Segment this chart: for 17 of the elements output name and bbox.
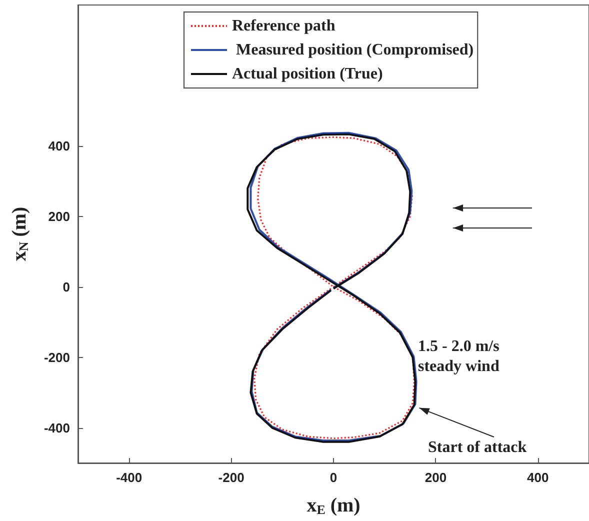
x-tick-label: 400 (527, 470, 549, 485)
annotation: 1.5 - 2.0 m/s steady wind (418, 337, 500, 377)
x-tick-label: 200 (424, 470, 447, 485)
x-tick-label: 0 (330, 470, 338, 485)
y-tick-label: -400 (44, 420, 70, 436)
legend-label: Actual position (True) (232, 66, 383, 82)
y-tick-label: 0 (62, 279, 70, 294)
x-tick-label: -400 (116, 470, 142, 485)
y-tick-label: 400 (48, 138, 70, 154)
legend-label: Measured position (Compromised) (232, 42, 474, 58)
y-tick-label: -200 (44, 350, 70, 365)
y-axis-title: xN (m) (8, 206, 31, 262)
annotation: Start of attack (428, 438, 527, 458)
y-tick-label: 200 (48, 208, 70, 224)
x-tick-label: -200 (218, 470, 244, 485)
legend-label: Reference path (232, 18, 336, 34)
x-axis-title: xE (m) (306, 494, 360, 517)
